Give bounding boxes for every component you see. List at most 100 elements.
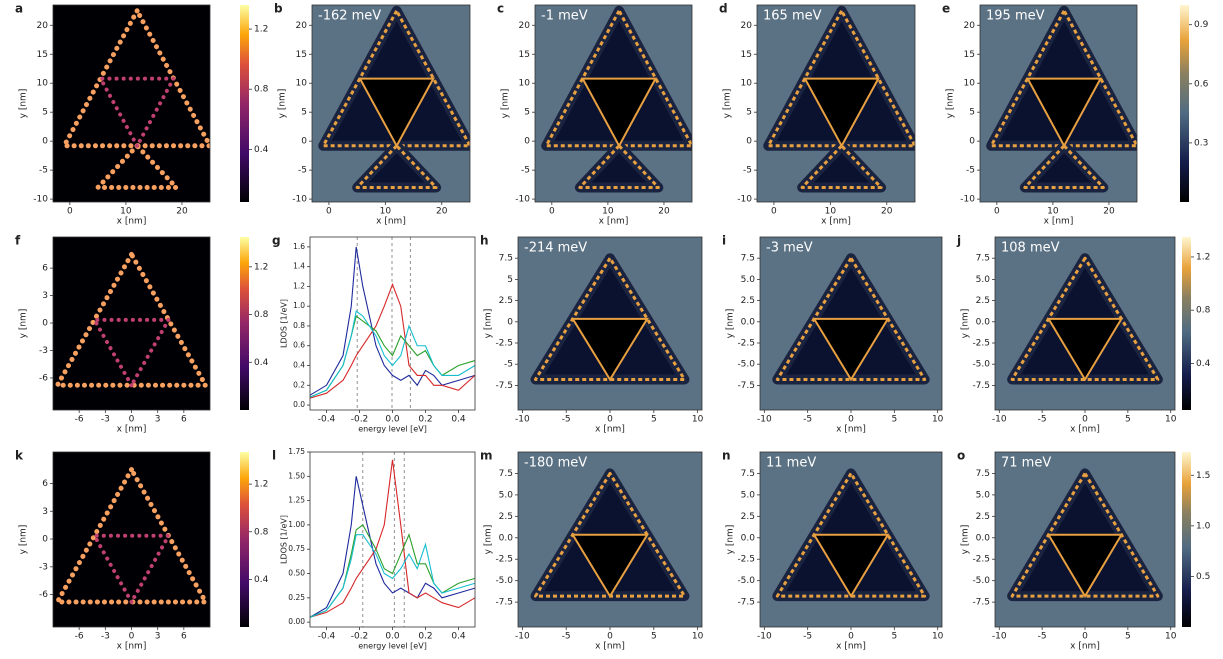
y-tick-label: 2.5 (976, 296, 990, 306)
y-axis-label: LDOS [1/eV] (280, 299, 289, 348)
y-tick-label: 5.0 (741, 490, 756, 500)
y-tick-label: 5.0 (976, 490, 991, 500)
y-tick-label: 3 (42, 291, 48, 301)
colorbar-tick-label: 1.2 (254, 262, 268, 272)
x-tick-label: 20 (436, 207, 448, 217)
y-tick-label: 20 (741, 21, 753, 31)
x-tick-label: 10 (932, 632, 944, 642)
x-tick-label: 5 (891, 415, 897, 425)
y-tick-label: -7.5 (737, 381, 755, 391)
y-tick-label: 5 (524, 108, 530, 118)
figure: a01020-10-505101520x [nm]y [nm]0.40.81.2… (0, 0, 1223, 659)
y-tick-label: 1.4 (293, 262, 305, 271)
y-axis-label: y [nm] (961, 525, 971, 555)
image (760, 452, 942, 627)
y-tick-label: -10 (33, 195, 48, 205)
panel-letter: c (497, 2, 504, 16)
y-axis-label: y [nm] (501, 89, 511, 119)
y-tick-label: -2.5 (972, 555, 990, 565)
x-tick-label: 3 (155, 632, 161, 642)
y-tick-label: -7.5 (495, 598, 513, 608)
y-axis-label: y [nm] (484, 309, 494, 339)
y-tick-label: -10 (515, 195, 530, 205)
x-tick-label: 20 (658, 207, 670, 217)
image (760, 237, 942, 410)
x-axis-label: x [nm] (821, 217, 851, 227)
y-tick-label: 2.5 (976, 512, 990, 522)
x-tick-label: -10 (515, 632, 530, 642)
y-tick-label: -6 (39, 590, 48, 600)
y-tick-label: 0.0 (741, 533, 756, 543)
x-tick-label: -10 (992, 415, 1007, 425)
energy-annotation: 165 meV (763, 9, 822, 24)
colorbar-tick-label: 0.8 (254, 85, 269, 95)
colorbar (1182, 452, 1191, 627)
x-tick-label: 5 (1125, 415, 1131, 425)
colorbar-tick-label: 0.5 (1196, 572, 1210, 582)
y-tick-label: -7.5 (737, 598, 755, 608)
colorbar-tick-label: 0.4 (1196, 359, 1211, 369)
image (518, 237, 702, 410)
y-tick-label: 15 (741, 50, 752, 60)
y-tick-label: -5 (521, 166, 530, 176)
image (53, 237, 210, 410)
panel-letter: d (719, 2, 728, 16)
x-tick-label: -6 (75, 415, 84, 425)
x-axis-label: x [nm] (376, 217, 406, 227)
colorbar-tick-label: 1.2 (254, 25, 268, 35)
y-tick-label: 10 (964, 79, 976, 89)
y-tick-label: -5.0 (737, 360, 755, 370)
y-tick-label: 6 (42, 264, 48, 274)
x-axis-label: x [nm] (1044, 217, 1074, 227)
x-tick-label: -5 (803, 415, 812, 425)
energy-annotation: 11 meV (766, 456, 816, 471)
y-tick-label: 0 (42, 319, 48, 329)
y-tick-label: -6 (39, 373, 48, 383)
x-tick-label: 0.2 (418, 632, 432, 642)
y-tick-label: -5 (966, 166, 975, 176)
image (757, 5, 915, 202)
energy-annotation: 71 meV (1001, 456, 1051, 471)
x-tick-label: -0.2 (351, 415, 369, 425)
y-tick-label: -3 (39, 346, 48, 356)
y-tick-label: -5 (743, 166, 752, 176)
y-tick-label: 1.6 (293, 242, 305, 251)
x-tick-label: 0 (326, 207, 332, 217)
x-tick-label: 5 (1125, 632, 1131, 642)
image (53, 452, 210, 627)
energy-annotation: -180 meV (524, 456, 587, 471)
colorbar (1180, 5, 1189, 202)
y-tick-label: 15 (964, 50, 975, 60)
y-axis-label: y [nm] (19, 309, 29, 339)
x-tick-label: 20 (881, 207, 893, 217)
x-tick-label: 0 (848, 632, 854, 642)
y-tick-label: 0.0 (976, 317, 991, 327)
x-axis-label: x [nm] (117, 217, 147, 227)
y-tick-label: 0 (524, 137, 530, 147)
x-tick-label: 10 (602, 207, 614, 217)
x-tick-label: 0 (771, 207, 777, 217)
y-tick-label: 0 (42, 137, 48, 147)
x-tick-label: 0 (607, 632, 613, 642)
x-tick-label: 0 (848, 415, 854, 425)
ldos-line (310, 311, 475, 397)
colorbar-tick-label: 0.8 (254, 527, 269, 537)
y-tick-label: 0.0 (499, 533, 514, 543)
y-tick-label: -2.5 (972, 339, 990, 349)
colorbar-tick-label: 0.4 (254, 145, 269, 155)
y-tick-label: -10 (960, 195, 975, 205)
panel-letter: i (722, 234, 726, 248)
y-tick-label: 0 (969, 137, 975, 147)
y-tick-label: 5 (746, 108, 752, 118)
y-tick-label: 1.50 (288, 471, 305, 480)
y-tick-label: 10 (741, 79, 753, 89)
colorbar-tick-label: 0.4 (254, 358, 269, 368)
energy-annotation: -214 meV (524, 241, 587, 256)
energy-annotation: -3 meV (766, 241, 813, 256)
ldos-line (310, 316, 475, 397)
y-tick-label: 0 (301, 137, 307, 147)
panel-letter: n (722, 449, 731, 463)
y-tick-label: 0.4 (293, 361, 305, 370)
colorbar-tick-label: 0.9 (1194, 20, 1209, 30)
ldos-line (310, 460, 475, 618)
